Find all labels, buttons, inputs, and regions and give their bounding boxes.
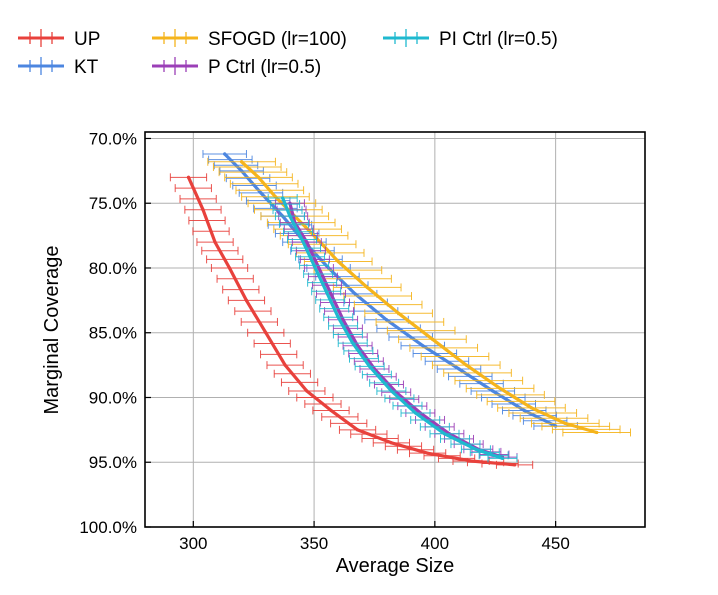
data-point	[529, 406, 534, 410]
data-point	[329, 408, 333, 413]
data-point	[430, 337, 435, 341]
data-point	[244, 298, 249, 302]
data-point	[324, 289, 328, 293]
x-axis: 300 350 400 450	[179, 521, 570, 553]
grid	[145, 132, 645, 528]
y-tick-label: 70.0%	[89, 129, 137, 148]
data-point	[186, 175, 191, 179]
data-point	[227, 266, 232, 270]
data-point	[336, 259, 340, 264]
data-point	[223, 152, 227, 156]
legend-label: PI Ctrl (lr=0.5)	[439, 29, 558, 50]
y-tick-label: 100.0%	[79, 518, 137, 537]
data-point	[512, 463, 517, 467]
series-line	[240, 160, 599, 435]
data-point	[397, 311, 401, 315]
legend-item: UP	[18, 29, 100, 50]
data-point	[312, 263, 316, 267]
data-point	[426, 451, 430, 455]
y-tick-label: 95.0%	[89, 453, 137, 472]
legend: UP KT SFOGD (lr=100) P Ctrl (lr=0.5) PI Ctrl…	[18, 29, 558, 78]
legend-label: SFOGD (lr=100)	[208, 29, 347, 50]
data-point	[498, 386, 502, 391]
data-point	[491, 389, 495, 393]
data-point	[336, 315, 340, 319]
data-point	[300, 237, 304, 242]
data-point	[329, 292, 333, 296]
data-point	[281, 196, 285, 200]
data-point	[305, 240, 309, 244]
legend-item: KT	[18, 57, 99, 78]
data-point	[259, 191, 263, 195]
y-axis-label: Marginal Coverage	[41, 246, 63, 415]
legend-label: UP	[74, 29, 100, 50]
legend-item: PI Ctrl (lr=0.5)	[383, 29, 558, 50]
legend-label: KT	[74, 57, 99, 78]
data-point	[288, 214, 292, 218]
series-pi-ctrl-lr-0-5	[267, 194, 518, 463]
plot-frame	[144, 131, 646, 528]
data-point	[464, 363, 468, 367]
data-point	[389, 389, 393, 393]
series-up	[169, 173, 534, 469]
data-point	[563, 421, 567, 425]
legend-item: SFOGD (lr=100)	[152, 29, 347, 50]
data-point	[365, 285, 369, 290]
data-point	[522, 408, 526, 413]
x-tick-label: 450	[541, 534, 569, 553]
x-tick-label: 300	[179, 534, 207, 553]
data-point	[264, 331, 268, 335]
data-point	[341, 318, 345, 322]
data-point	[384, 318, 389, 322]
data-point	[413, 411, 418, 415]
y-axis: 70.0% 75.0% 80.0% 85.0% 90.0% 95.0% 100.0%	[79, 129, 151, 537]
data-point	[317, 266, 321, 270]
data-point	[283, 363, 287, 367]
data-point	[256, 175, 261, 179]
y-tick-label: 80.0%	[89, 259, 137, 278]
data-point	[368, 364, 372, 369]
legend-item: P Ctrl (lr=0.5)	[152, 57, 321, 78]
x-tick-label: 350	[300, 534, 328, 553]
y-tick-label: 75.0%	[89, 194, 137, 213]
data-point	[595, 430, 599, 435]
series-layer	[169, 150, 632, 469]
data-point	[213, 240, 217, 244]
data-point	[353, 292, 357, 296]
series-line	[186, 175, 517, 467]
data-point	[469, 459, 473, 463]
y-tick-label: 90.0%	[89, 388, 137, 407]
data-point	[457, 367, 461, 371]
data-point	[500, 456, 505, 460]
x-tick-label: 400	[421, 534, 449, 553]
y-tick-label: 85.0%	[89, 324, 137, 343]
x-axis-label: Average Size	[336, 555, 455, 577]
data-point	[421, 344, 425, 348]
data-point	[201, 208, 205, 212]
data-point	[355, 428, 360, 432]
data-point	[474, 447, 478, 451]
legend-label: P Ctrl (lr=0.5)	[208, 57, 321, 78]
data-point	[389, 441, 393, 445]
data-point	[442, 432, 447, 436]
data-point	[351, 341, 355, 345]
data-point	[240, 160, 244, 164]
series-sfogd-lr-100	[207, 157, 632, 437]
data-point	[305, 389, 309, 393]
